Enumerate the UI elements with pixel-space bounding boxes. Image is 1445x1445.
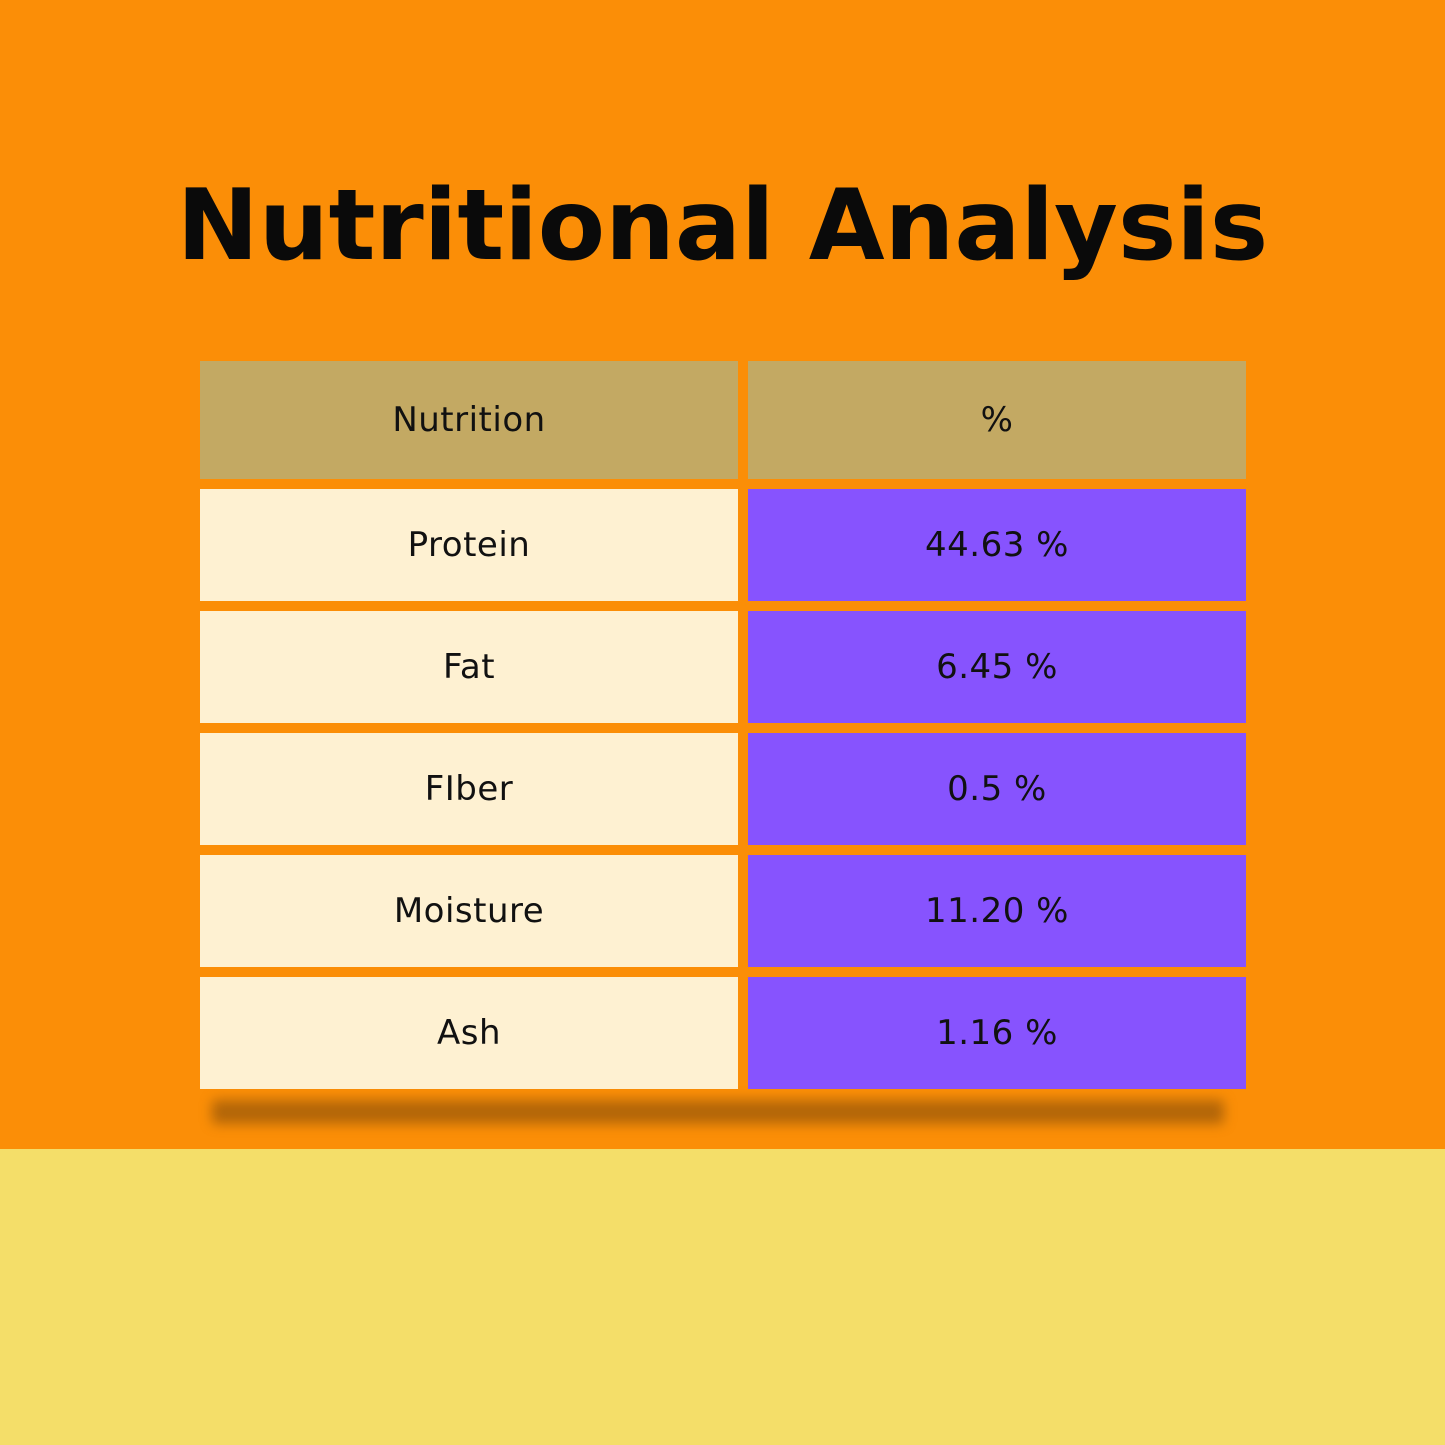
background-bottom <box>0 1149 1445 1445</box>
table-shadow <box>212 1100 1224 1124</box>
table-row: FIber 0.5 % <box>200 733 1246 845</box>
nutrient-label: Ash <box>200 977 738 1089</box>
header-percent: % <box>748 361 1246 479</box>
header-nutrition: Nutrition <box>200 361 738 479</box>
nutrient-value: 44.63 % <box>748 489 1246 601</box>
nutrient-label: FIber <box>200 733 738 845</box>
table-header-row: Nutrition % <box>200 361 1246 479</box>
nutrient-value: 0.5 % <box>748 733 1246 845</box>
table-row: Moisture 11.20 % <box>200 855 1246 967</box>
nutrient-value: 11.20 % <box>748 855 1246 967</box>
nutrient-label: Moisture <box>200 855 738 967</box>
nutrient-label: Protein <box>200 489 738 601</box>
nutrient-value: 1.16 % <box>748 977 1246 1089</box>
table-row: Ash 1.16 % <box>200 977 1246 1089</box>
nutrient-value: 6.45 % <box>748 611 1246 723</box>
table-row: Protein 44.63 % <box>200 489 1246 601</box>
nutrient-label: Fat <box>200 611 738 723</box>
table-row: Fat 6.45 % <box>200 611 1246 723</box>
page-title: Nutritional Analysis <box>176 169 1269 283</box>
